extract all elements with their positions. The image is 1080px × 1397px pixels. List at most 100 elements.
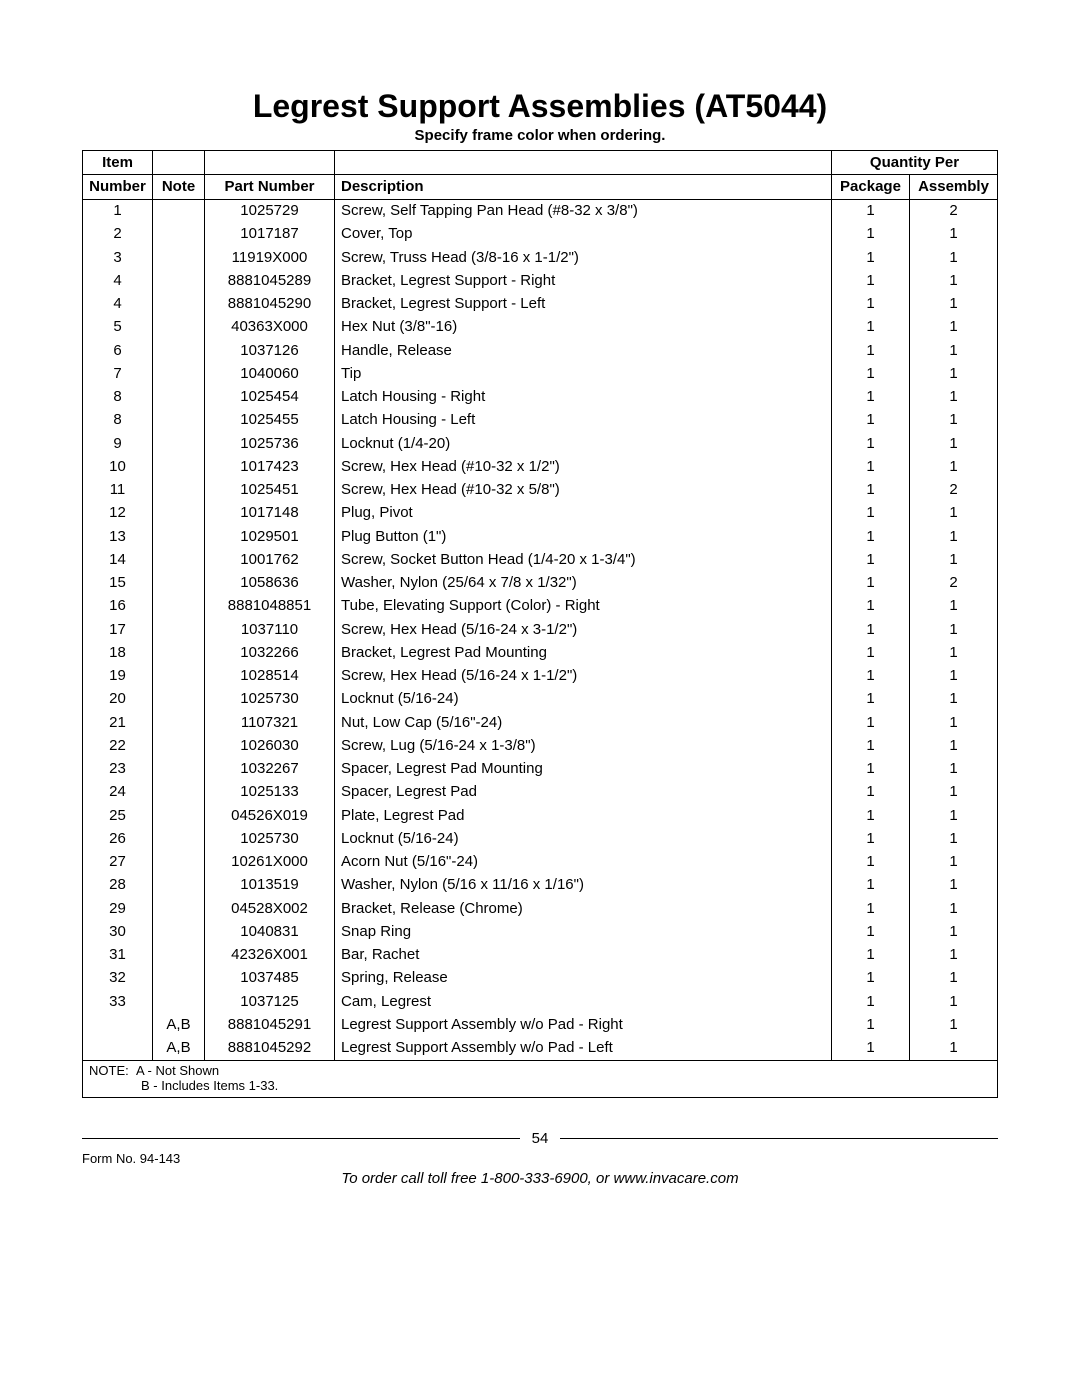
cell-desc: Nut, Low Cap (5/16"-24) bbox=[335, 711, 832, 734]
table-row: 241025133Spacer, Legrest Pad11 bbox=[83, 781, 998, 804]
cell-desc: Cam, Legrest bbox=[335, 990, 832, 1013]
cell-pkg: 1 bbox=[832, 386, 910, 409]
cell-item: 23 bbox=[83, 758, 153, 781]
cell-pkg: 1 bbox=[832, 1037, 910, 1061]
cell-part: 1025451 bbox=[205, 479, 335, 502]
cell-note bbox=[153, 990, 205, 1013]
cell-item: 8 bbox=[83, 386, 153, 409]
cell-desc: Washer, Nylon (5/16 x 11/16 x 1/16") bbox=[335, 874, 832, 897]
cell-part: 1032266 bbox=[205, 641, 335, 664]
cell-note bbox=[153, 409, 205, 432]
cell-note bbox=[153, 967, 205, 990]
cell-pkg: 1 bbox=[832, 455, 910, 478]
cell-asm: 1 bbox=[910, 409, 998, 432]
cell-item: 26 bbox=[83, 827, 153, 850]
cell-item: 16 bbox=[83, 595, 153, 618]
cell-pkg: 1 bbox=[832, 781, 910, 804]
cell-asm: 1 bbox=[910, 223, 998, 246]
cell-desc: Screw, Hex Head (#10-32 x 5/8") bbox=[335, 479, 832, 502]
table-row: 211107321Nut, Low Cap (5/16"-24)11 bbox=[83, 711, 998, 734]
cell-asm: 1 bbox=[910, 525, 998, 548]
cell-note bbox=[153, 548, 205, 571]
cell-asm: 1 bbox=[910, 641, 998, 664]
cell-note bbox=[153, 688, 205, 711]
cell-desc: Washer, Nylon (25/64 x 7/8 x 1/32") bbox=[335, 572, 832, 595]
cell-asm: 1 bbox=[910, 618, 998, 641]
cell-pkg: 1 bbox=[832, 641, 910, 664]
cell-item bbox=[83, 1037, 153, 1061]
cell-pkg: 1 bbox=[832, 665, 910, 688]
cell-part: 11919X000 bbox=[205, 246, 335, 269]
cell-pkg: 1 bbox=[832, 688, 910, 711]
table-row: 168881048851Tube, Elevating Support (Col… bbox=[83, 595, 998, 618]
cell-pkg: 1 bbox=[832, 548, 910, 571]
cell-part: 1017148 bbox=[205, 502, 335, 525]
table-row: 281013519Washer, Nylon (5/16 x 11/16 x 1… bbox=[83, 874, 998, 897]
cell-note bbox=[153, 711, 205, 734]
cell-pkg: 1 bbox=[832, 874, 910, 897]
cell-item: 8 bbox=[83, 409, 153, 432]
cell-note bbox=[153, 293, 205, 316]
cell-note bbox=[153, 595, 205, 618]
cell-note bbox=[153, 223, 205, 246]
th-note-blank bbox=[153, 151, 205, 175]
table-row: 21017187Cover, Top11 bbox=[83, 223, 998, 246]
cell-item: 9 bbox=[83, 432, 153, 455]
cell-asm: 1 bbox=[910, 781, 998, 804]
cell-item: 32 bbox=[83, 967, 153, 990]
cell-item: 5 bbox=[83, 316, 153, 339]
cell-part: 1025729 bbox=[205, 199, 335, 223]
cell-item: 33 bbox=[83, 990, 153, 1013]
th-pkg: Package bbox=[832, 175, 910, 199]
parts-table: Item Quantity Per Number Note Part Numbe… bbox=[82, 150, 998, 1061]
cell-note bbox=[153, 572, 205, 595]
cell-note bbox=[153, 269, 205, 292]
cell-part: 1040831 bbox=[205, 920, 335, 943]
cell-desc: Locknut (1/4-20) bbox=[335, 432, 832, 455]
cell-item: 14 bbox=[83, 548, 153, 571]
cell-pkg: 1 bbox=[832, 316, 910, 339]
cell-pkg: 1 bbox=[832, 246, 910, 269]
th-note: Note bbox=[153, 175, 205, 199]
cell-pkg: 1 bbox=[832, 804, 910, 827]
cell-pkg: 1 bbox=[832, 758, 910, 781]
cell-pkg: 1 bbox=[832, 1013, 910, 1036]
order-line: To order call toll free 1-800-333-6900, … bbox=[82, 1170, 998, 1187]
cell-desc: Bar, Rachet bbox=[335, 944, 832, 967]
table-row: 91025736Locknut (1/4-20)11 bbox=[83, 432, 998, 455]
cell-item: 22 bbox=[83, 734, 153, 757]
table-row: 261025730Locknut (5/16-24)11 bbox=[83, 827, 998, 850]
page: Legrest Support Assemblies (AT5044) Spec… bbox=[0, 0, 1080, 1397]
cell-asm: 1 bbox=[910, 711, 998, 734]
cell-note bbox=[153, 502, 205, 525]
cell-note bbox=[153, 734, 205, 757]
table-row: 11025729Screw, Self Tapping Pan Head (#8… bbox=[83, 199, 998, 223]
cell-item: 12 bbox=[83, 502, 153, 525]
cell-part: 1025133 bbox=[205, 781, 335, 804]
cell-part: 10261X000 bbox=[205, 851, 335, 874]
cell-item: 13 bbox=[83, 525, 153, 548]
cell-note bbox=[153, 199, 205, 223]
footer: 54 Form No. 94-143 To order call toll fr… bbox=[82, 1130, 998, 1187]
cell-part: 1025730 bbox=[205, 688, 335, 711]
cell-asm: 1 bbox=[910, 595, 998, 618]
cell-item: 29 bbox=[83, 897, 153, 920]
cell-part: 1017423 bbox=[205, 455, 335, 478]
cell-note bbox=[153, 362, 205, 385]
cell-note bbox=[153, 851, 205, 874]
cell-part: 1037485 bbox=[205, 967, 335, 990]
cell-note bbox=[153, 897, 205, 920]
cell-pkg: 1 bbox=[832, 479, 910, 502]
cell-note bbox=[153, 246, 205, 269]
note-a: A - Not Shown bbox=[136, 1063, 219, 1078]
th-asm: Assembly bbox=[910, 175, 998, 199]
cell-asm: 1 bbox=[910, 920, 998, 943]
cell-pkg: 1 bbox=[832, 990, 910, 1013]
cell-desc: Spring, Release bbox=[335, 967, 832, 990]
cell-part: 1025730 bbox=[205, 827, 335, 850]
cell-desc: Screw, Truss Head (3/8-16 x 1-1/2") bbox=[335, 246, 832, 269]
cell-desc: Hex Nut (3/8"-16) bbox=[335, 316, 832, 339]
cell-note bbox=[153, 804, 205, 827]
cell-pkg: 1 bbox=[832, 525, 910, 548]
cell-desc: Bracket, Legrest Pad Mounting bbox=[335, 641, 832, 664]
